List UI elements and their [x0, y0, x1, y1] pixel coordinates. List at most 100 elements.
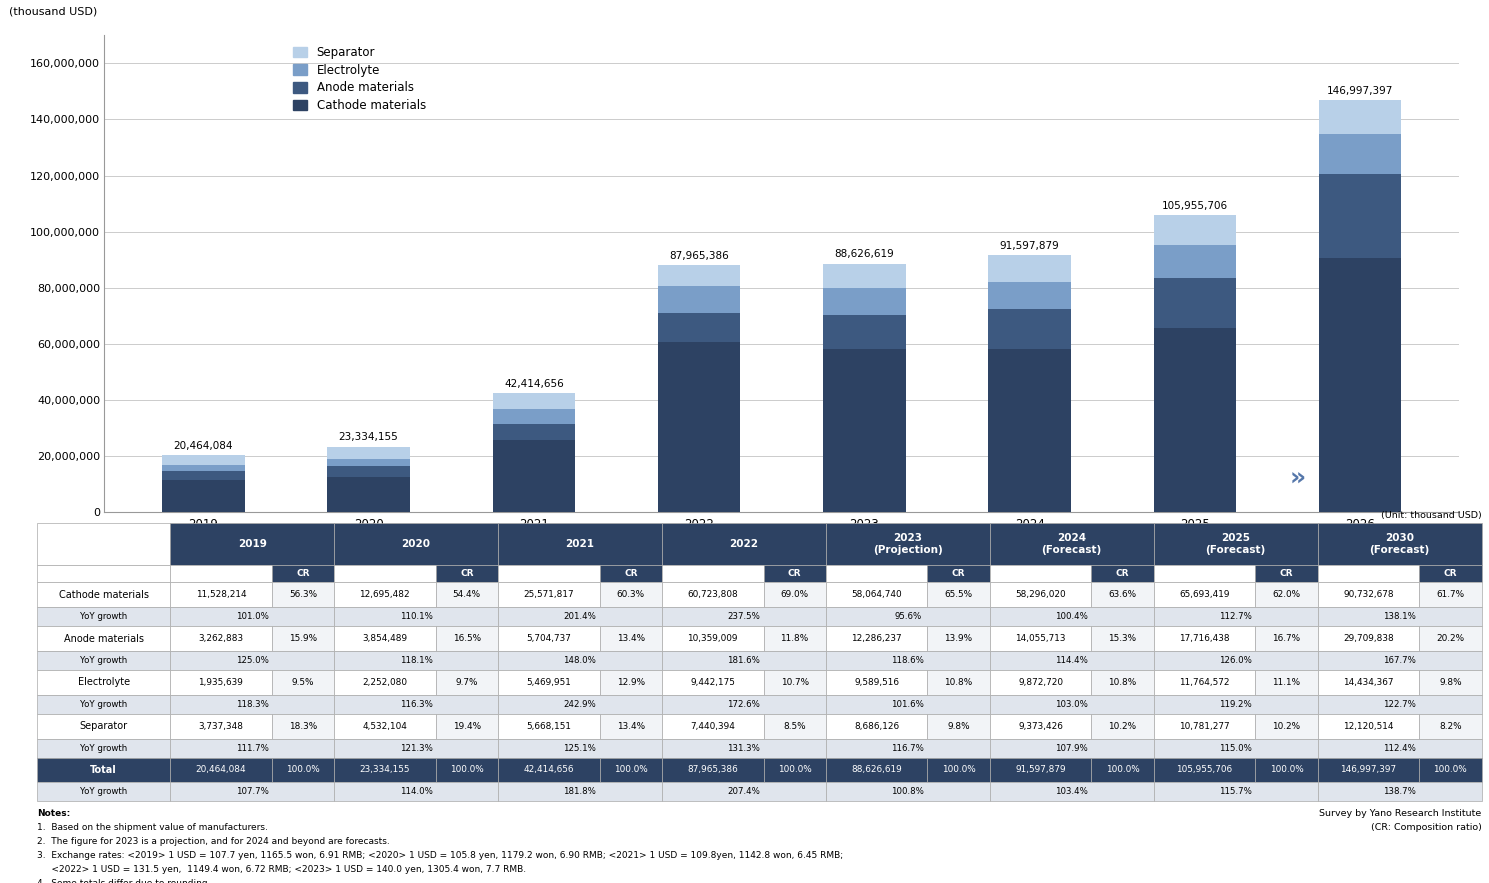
Bar: [328, 477, 409, 512]
Bar: [928, 626, 990, 651]
Text: 11,528,214: 11,528,214: [195, 590, 246, 600]
Bar: [170, 582, 271, 608]
Bar: [1091, 565, 1154, 582]
Text: 12,695,482: 12,695,482: [359, 590, 409, 600]
Bar: [1319, 134, 1401, 174]
Text: Electrolyte: Electrolyte: [77, 677, 130, 687]
Bar: [497, 565, 600, 582]
Text: 1,935,639: 1,935,639: [198, 678, 243, 687]
Bar: [826, 565, 928, 582]
Text: 12,120,514: 12,120,514: [1343, 721, 1394, 730]
Text: 126.0%: 126.0%: [1219, 656, 1252, 665]
Bar: [170, 524, 334, 565]
Text: 58,296,020: 58,296,020: [1015, 590, 1066, 600]
Bar: [1318, 565, 1419, 582]
Text: 9,872,720: 9,872,720: [1018, 678, 1063, 687]
Bar: [764, 626, 826, 651]
Bar: [493, 409, 575, 425]
Text: 4.  Some totals differ due to rounding.: 4. Some totals differ due to rounding.: [37, 879, 211, 883]
Bar: [764, 670, 826, 695]
Text: 146,997,397: 146,997,397: [1327, 86, 1394, 95]
Bar: [1255, 582, 1318, 608]
Bar: [37, 738, 170, 758]
Bar: [162, 455, 244, 465]
Text: CR: CR: [624, 570, 637, 578]
Bar: [162, 479, 244, 512]
Text: 5,469,951: 5,469,951: [526, 678, 572, 687]
Bar: [328, 459, 409, 465]
Text: 100.4%: 100.4%: [1056, 612, 1088, 621]
Text: 87,965,386: 87,965,386: [688, 766, 739, 774]
Text: 18.3%: 18.3%: [289, 721, 317, 730]
Text: 112.7%: 112.7%: [1219, 612, 1252, 621]
Text: CR: CR: [296, 570, 310, 578]
Bar: [1091, 758, 1154, 782]
Bar: [663, 738, 826, 758]
Text: (Unit: thousand USD): (Unit: thousand USD): [1380, 510, 1482, 519]
Text: CR: CR: [1444, 570, 1458, 578]
Text: 16.5%: 16.5%: [453, 634, 481, 643]
Bar: [436, 670, 497, 695]
Text: 3,262,883: 3,262,883: [198, 634, 244, 643]
Bar: [1154, 328, 1236, 512]
Bar: [663, 695, 826, 713]
Bar: [764, 713, 826, 738]
Bar: [663, 713, 764, 738]
Bar: [493, 425, 575, 441]
Text: 11,764,572: 11,764,572: [1179, 678, 1230, 687]
Bar: [334, 626, 436, 651]
Bar: [1318, 713, 1419, 738]
Text: 14,434,367: 14,434,367: [1343, 678, 1394, 687]
Bar: [170, 782, 334, 802]
Bar: [497, 670, 600, 695]
Text: 9.5%: 9.5%: [292, 678, 314, 687]
Text: CR: CR: [1115, 570, 1129, 578]
Text: 63.6%: 63.6%: [1108, 590, 1136, 600]
Bar: [1255, 713, 1318, 738]
Text: 103.0%: 103.0%: [1056, 699, 1088, 709]
Bar: [826, 626, 928, 651]
Text: CR: CR: [951, 570, 965, 578]
Bar: [1154, 278, 1236, 328]
Text: 2025
(Forecast): 2025 (Forecast): [1206, 533, 1266, 555]
Bar: [1318, 758, 1419, 782]
Text: 62.0%: 62.0%: [1273, 590, 1300, 600]
Text: 116.3%: 116.3%: [399, 699, 432, 709]
Text: 115.0%: 115.0%: [1219, 743, 1252, 752]
Text: 13.9%: 13.9%: [944, 634, 972, 643]
Bar: [826, 738, 990, 758]
Text: 111.7%: 111.7%: [235, 743, 268, 752]
Legend: Separator, Electrolyte, Anode materials, Cathode materials: Separator, Electrolyte, Anode materials,…: [293, 46, 426, 112]
Text: 10.2%: 10.2%: [1108, 721, 1136, 730]
Text: 100.0%: 100.0%: [1106, 766, 1139, 774]
Bar: [658, 342, 740, 512]
Bar: [990, 670, 1091, 695]
Bar: [663, 670, 764, 695]
Text: 10.8%: 10.8%: [1108, 678, 1136, 687]
Text: 58,064,740: 58,064,740: [852, 590, 902, 600]
Bar: [436, 582, 497, 608]
Text: 10.8%: 10.8%: [944, 678, 972, 687]
Bar: [826, 651, 990, 670]
Text: 90,732,678: 90,732,678: [1343, 590, 1394, 600]
Bar: [37, 565, 170, 582]
Text: 2.  The figure for 2023 is a projection, and for 2024 and beyond are forecasts.: 2. The figure for 2023 is a projection, …: [37, 837, 390, 846]
Bar: [663, 782, 826, 802]
Text: 69.0%: 69.0%: [780, 590, 809, 600]
Bar: [1154, 565, 1255, 582]
Text: 100.0%: 100.0%: [450, 766, 484, 774]
Text: 114.0%: 114.0%: [399, 788, 432, 796]
Bar: [989, 309, 1071, 349]
Bar: [990, 713, 1091, 738]
Text: 12.9%: 12.9%: [616, 678, 645, 687]
Bar: [1154, 582, 1255, 608]
Bar: [170, 713, 271, 738]
Text: 2,252,080: 2,252,080: [362, 678, 408, 687]
Text: 87,965,386: 87,965,386: [669, 251, 730, 261]
Text: Survey by Yano Research Institute: Survey by Yano Research Institute: [1319, 809, 1482, 818]
Text: 60,723,808: 60,723,808: [688, 590, 739, 600]
Bar: [1255, 758, 1318, 782]
Text: 101.6%: 101.6%: [892, 699, 925, 709]
Bar: [663, 524, 826, 565]
Text: 207.4%: 207.4%: [728, 788, 761, 796]
